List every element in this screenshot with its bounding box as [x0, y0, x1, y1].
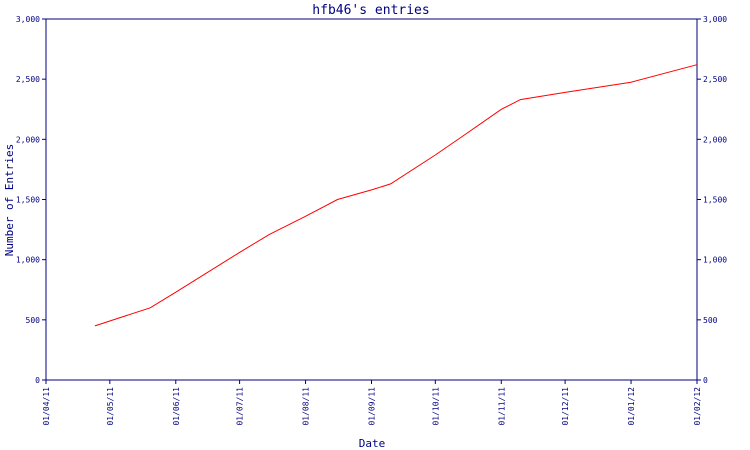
x-tick-label: 01/12/11: [561, 387, 570, 426]
right-y-tick-label: 0: [703, 376, 708, 385]
left-y-tick-label: 1,500: [16, 196, 40, 205]
x-tick-label: 01/09/11: [368, 387, 377, 426]
x-tick-label: 01/06/11: [172, 387, 181, 426]
right-y-tick-label: 1,500: [703, 196, 727, 205]
right-y-tick-label: 500: [703, 316, 718, 325]
left-y-tick-label: 3,000: [16, 15, 40, 24]
right-y-tick-label: 3,000: [703, 15, 727, 24]
x-tick-label: 01/10/11: [431, 387, 440, 426]
chart-title: hfb46's entries: [312, 3, 429, 18]
left-y-tick-label: 2,500: [16, 75, 40, 84]
y-axis-label: Number of Entries: [3, 144, 16, 257]
x-tick-label: 01/02/12: [693, 387, 702, 426]
left-y-axis-ticks: 0 500 1,000 1,500 2,000 2,500 3,000: [16, 15, 46, 385]
series-line-entries: [94, 64, 698, 327]
left-y-tick-label: 1,000: [16, 256, 40, 265]
left-y-tick-label: 2,000: [16, 135, 40, 144]
right-y-tick-label: 2,000: [703, 135, 727, 144]
right-y-tick-label: 2,500: [703, 75, 727, 84]
right-y-axis-ticks: 0 500 1,000 1,500 2,000 2,500 3,000: [697, 15, 727, 385]
x-axis-label: Date: [359, 437, 386, 450]
left-y-tick-label: 500: [26, 316, 41, 325]
x-tick-label: 01/08/11: [302, 387, 311, 426]
x-tick-label: 01/05/11: [106, 387, 115, 426]
x-tick-label: 01/11/11: [497, 387, 506, 426]
x-tick-label: 01/04/11: [42, 387, 51, 426]
x-tick-label: 01/01/12: [627, 387, 636, 426]
right-y-tick-label: 1,000: [703, 256, 727, 265]
x-tick-label: 01/07/11: [236, 387, 245, 426]
left-y-tick-label: 0: [35, 376, 40, 385]
x-axis-ticks: 01/04/11 01/05/11 01/06/11 01/07/11 01/08/11…: [42, 380, 702, 426]
